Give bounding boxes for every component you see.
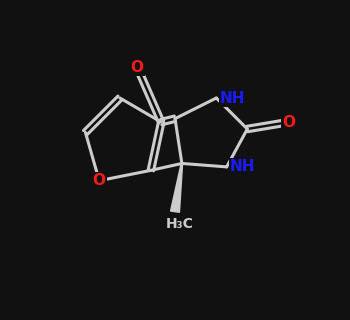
Text: O: O <box>93 173 106 188</box>
Text: O: O <box>131 60 144 75</box>
Text: H₃C: H₃C <box>166 217 194 231</box>
Text: O: O <box>282 115 295 130</box>
Text: NH: NH <box>220 91 245 106</box>
Text: NH: NH <box>230 159 256 174</box>
Polygon shape <box>170 163 183 212</box>
